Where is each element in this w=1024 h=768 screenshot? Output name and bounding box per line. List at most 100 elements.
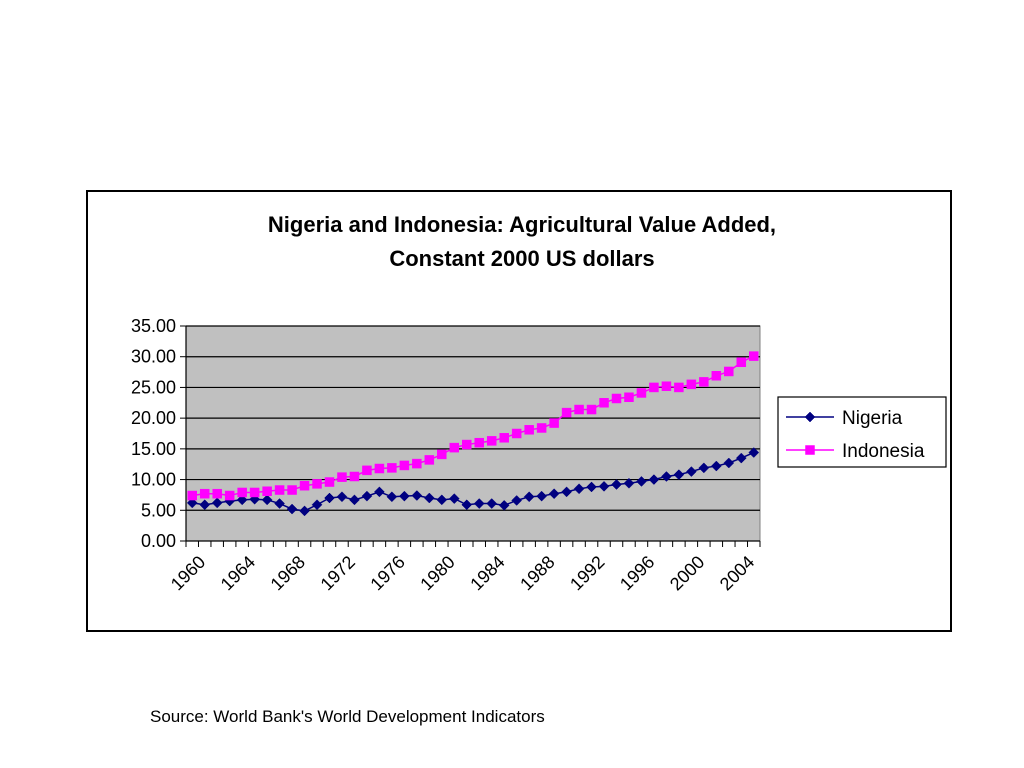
data-point-nigeria	[311, 499, 323, 511]
data-point-nigeria	[448, 493, 460, 504]
data-point-indonesia	[262, 486, 272, 496]
data-point-nigeria	[473, 498, 485, 509]
data-point-indonesia	[549, 418, 559, 428]
legend-marker-indonesia	[805, 445, 815, 455]
y-tick-label: 0.00	[141, 531, 176, 551]
data-point-indonesia	[649, 382, 659, 393]
data-point-nigeria	[261, 494, 273, 506]
y-tick-label: 35.00	[131, 316, 176, 336]
legend-box	[777, 396, 947, 468]
data-point-indonesia	[224, 490, 235, 501]
data-point-indonesia	[287, 485, 297, 495]
x-tick-label: 1992	[566, 552, 608, 594]
data-point-nigeria	[748, 447, 760, 458]
data-point-nigeria	[236, 494, 248, 506]
series-nigeria	[186, 447, 760, 517]
x-tick-label: 1968	[267, 552, 309, 594]
x-tick-label: 1972	[317, 552, 359, 594]
data-point-nigeria	[548, 488, 560, 500]
data-point-indonesia	[187, 490, 197, 501]
data-point-indonesia	[337, 472, 347, 482]
data-point-nigeria	[636, 476, 647, 487]
data-point-nigeria	[186, 497, 198, 509]
data-point-indonesia	[449, 442, 460, 453]
data-point-indonesia	[249, 487, 260, 498]
chart-frame: Nigeria and Indonesia: Agricultural Valu…	[86, 190, 952, 632]
data-point-indonesia	[462, 439, 472, 450]
data-point-indonesia	[324, 477, 335, 487]
data-point-indonesia	[399, 460, 410, 471]
legend: Nigeria Indonesia	[777, 396, 947, 468]
data-point-nigeria	[361, 490, 373, 502]
data-point-nigeria	[573, 483, 585, 495]
data-point-indonesia	[624, 392, 634, 403]
data-point-indonesia	[486, 436, 497, 446]
data-point-nigeria	[286, 503, 298, 515]
data-point-nigeria	[598, 480, 610, 492]
data-point-nigeria	[686, 466, 697, 477]
data-point-indonesia	[611, 393, 622, 404]
data-point-indonesia	[312, 479, 322, 489]
source-note: Source: World Bank's World Development I…	[150, 707, 545, 726]
data-point-indonesia	[362, 465, 372, 476]
x-tick-label: 1980	[416, 552, 458, 594]
data-point-indonesia	[199, 488, 210, 499]
data-point-nigeria	[374, 486, 385, 498]
data-point-nigeria	[735, 452, 747, 464]
chart-svg: Nigeria and Indonesia: Agricultural Valu…	[131, 212, 947, 594]
data-point-indonesia	[599, 398, 609, 408]
y-tick-label: 15.00	[131, 439, 176, 459]
x-tick-label: 1960	[167, 552, 209, 594]
data-point-indonesia	[387, 463, 397, 473]
data-point-nigeria	[536, 490, 547, 502]
data-point-nigeria	[673, 469, 685, 481]
data-point-nigeria	[386, 491, 398, 503]
y-tick-label: 30.00	[131, 347, 176, 367]
plot-area: 0.00 5.00 10.00 15.00 20.00 25.00 30.00 35.00 19…	[131, 316, 761, 594]
series-line-nigeria	[192, 451, 755, 512]
data-point-indonesia	[474, 437, 484, 448]
data-point-nigeria	[349, 494, 360, 506]
data-point-indonesia	[424, 455, 435, 465]
data-point-indonesia	[686, 379, 697, 390]
chart-title-line-2: Constant 2000 US dollars	[389, 246, 654, 271]
data-point-indonesia	[724, 366, 734, 377]
legend-label-indonesia: Indonesia	[842, 441, 925, 462]
data-point-nigeria	[399, 490, 410, 502]
series-line-indonesia	[192, 355, 755, 497]
data-point-indonesia	[749, 351, 759, 361]
data-point-nigeria	[211, 497, 223, 509]
data-point-indonesia	[561, 407, 572, 418]
data-point-indonesia	[274, 485, 285, 495]
data-point-indonesia	[736, 357, 747, 367]
y-tick-label: 20.00	[131, 408, 176, 428]
data-point-indonesia	[661, 381, 672, 391]
data-point-indonesia	[586, 404, 597, 415]
x-tick-label: 1996	[616, 552, 658, 594]
data-point-nigeria	[623, 477, 635, 489]
data-point-nigeria	[436, 494, 448, 506]
data-point-indonesia	[511, 428, 522, 439]
y-tick-label: 5.00	[141, 500, 176, 520]
data-point-indonesia	[499, 433, 509, 443]
data-point-nigeria	[411, 490, 423, 501]
x-tick-label: 1964	[217, 552, 259, 594]
data-point-indonesia	[711, 371, 722, 381]
data-point-nigeria	[274, 498, 285, 509]
data-point-indonesia	[524, 425, 534, 435]
data-point-nigeria	[498, 500, 510, 511]
x-tick-label: 1984	[466, 552, 508, 594]
legend-marker-nigeria	[804, 411, 816, 423]
x-tick-label: 2000	[666, 552, 708, 594]
data-point-indonesia	[574, 404, 584, 415]
y-tick-label: 25.00	[131, 377, 176, 397]
data-point-indonesia	[237, 487, 247, 498]
x-tick-label: 1988	[516, 552, 558, 594]
data-point-indonesia	[437, 449, 447, 460]
data-point-nigeria	[648, 474, 660, 485]
legend-label-nigeria: Nigeria	[842, 408, 903, 429]
data-point-indonesia	[374, 463, 385, 474]
data-point-indonesia	[674, 382, 684, 393]
chart-title-line-1: Nigeria and Indonesia: Agricultural Valu…	[268, 212, 776, 237]
data-point-indonesia	[212, 488, 222, 499]
